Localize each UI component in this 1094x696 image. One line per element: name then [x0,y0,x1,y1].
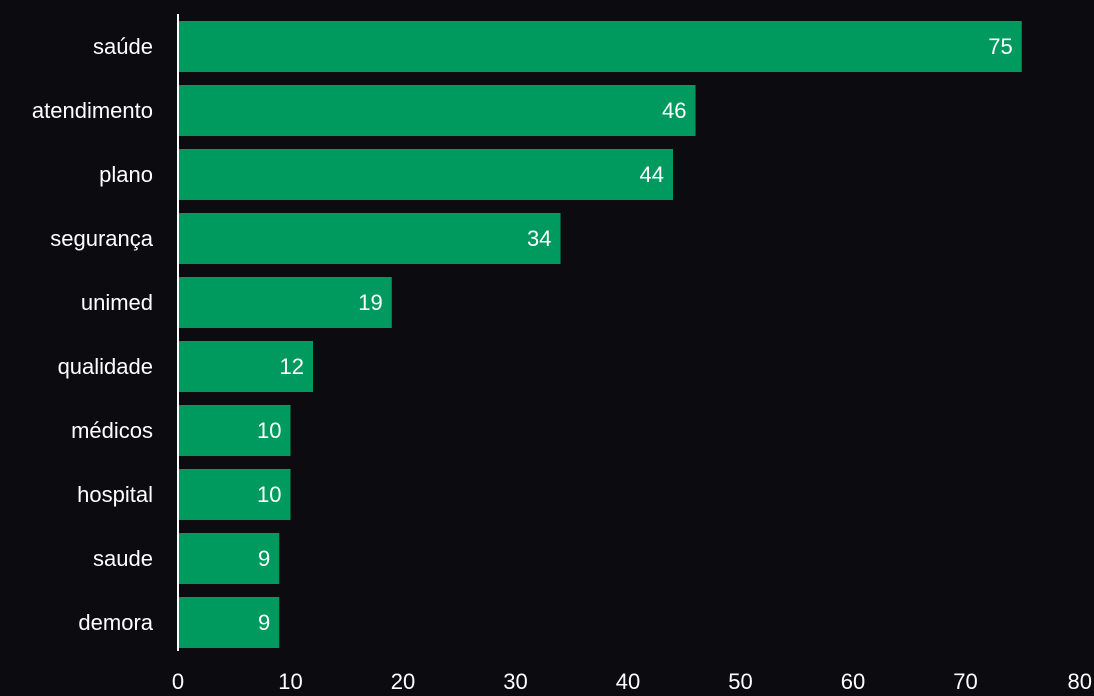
value-label: 9 [258,610,270,635]
value-label: 44 [640,162,664,187]
bar [178,21,1022,72]
bar [178,405,291,456]
x-tick-label: 30 [503,669,527,691]
category-labels: saúde atendimento plano segurança unimed qual… [32,34,154,635]
x-tick-label: 70 [953,669,977,691]
x-tick-label: 10 [278,669,302,691]
value-label: 34 [527,226,551,251]
x-tick-label: 50 [728,669,752,691]
bar [178,469,291,520]
bars-layer [178,21,1022,648]
category-label: segurança [50,226,154,251]
value-labels: 75 46 44 34 19 12 10 10 9 9 [257,34,1013,635]
category-label: hospital [77,482,153,507]
category-label: unimed [81,290,153,315]
bar [178,149,673,200]
value-label: 10 [257,418,281,443]
value-label: 10 [257,482,281,507]
value-label: 46 [662,98,686,123]
value-label: 75 [988,34,1012,59]
bar [178,533,280,584]
category-label: saude [93,546,153,571]
bar [178,341,313,392]
x-tick-label: 80 [1068,669,1092,691]
bar [178,85,696,136]
value-label: 12 [280,354,304,379]
bar [178,213,561,264]
x-tick-label: 0 [172,669,184,691]
category-label: atendimento [32,98,153,123]
bar [178,277,392,328]
category-label: médicos [71,418,153,443]
value-label: 9 [258,546,270,571]
category-label: qualidade [58,354,153,379]
x-tick-label: 60 [841,669,865,691]
x-tick-label: 20 [391,669,415,691]
value-label: 19 [358,290,382,315]
x-axis-ticks: 0 10 20 30 40 50 60 70 80 [172,669,1092,694]
x-tick-label: 40 [616,669,640,691]
category-label: plano [99,162,153,187]
category-label: demora [78,610,153,635]
bar [178,597,280,648]
category-label: saúde [93,34,153,59]
